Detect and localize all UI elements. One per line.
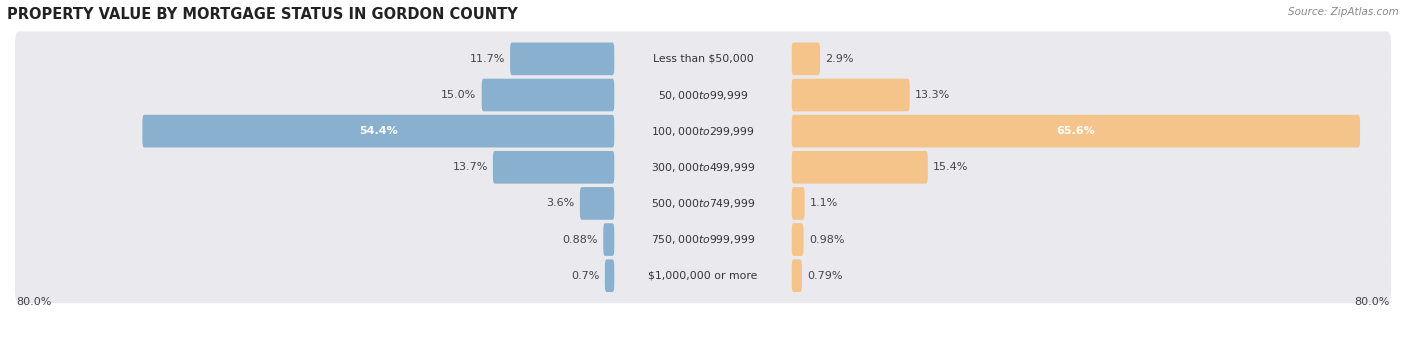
Text: Source: ZipAtlas.com: Source: ZipAtlas.com bbox=[1288, 7, 1399, 17]
FancyBboxPatch shape bbox=[15, 31, 1391, 86]
Text: 0.79%: 0.79% bbox=[807, 271, 842, 281]
Text: $100,000 to $299,999: $100,000 to $299,999 bbox=[651, 125, 755, 138]
Text: $1,000,000 or more: $1,000,000 or more bbox=[648, 271, 758, 281]
Text: $750,000 to $999,999: $750,000 to $999,999 bbox=[651, 233, 755, 246]
Text: 15.4%: 15.4% bbox=[934, 162, 969, 172]
FancyBboxPatch shape bbox=[15, 140, 1391, 195]
Text: 0.98%: 0.98% bbox=[808, 235, 844, 244]
FancyBboxPatch shape bbox=[792, 151, 928, 184]
Text: 0.88%: 0.88% bbox=[562, 235, 598, 244]
Text: 80.0%: 80.0% bbox=[17, 297, 52, 307]
FancyBboxPatch shape bbox=[482, 79, 614, 111]
FancyBboxPatch shape bbox=[792, 115, 1360, 148]
Text: $50,000 to $99,999: $50,000 to $99,999 bbox=[658, 88, 748, 102]
Text: 54.4%: 54.4% bbox=[359, 126, 398, 136]
FancyBboxPatch shape bbox=[792, 259, 801, 292]
Text: $300,000 to $499,999: $300,000 to $499,999 bbox=[651, 161, 755, 174]
Text: 65.6%: 65.6% bbox=[1056, 126, 1095, 136]
Text: 3.6%: 3.6% bbox=[547, 199, 575, 208]
Text: 80.0%: 80.0% bbox=[1354, 297, 1389, 307]
Text: 15.0%: 15.0% bbox=[441, 90, 477, 100]
FancyBboxPatch shape bbox=[15, 212, 1391, 267]
Text: $500,000 to $749,999: $500,000 to $749,999 bbox=[651, 197, 755, 210]
FancyBboxPatch shape bbox=[15, 248, 1391, 303]
FancyBboxPatch shape bbox=[605, 259, 614, 292]
FancyBboxPatch shape bbox=[510, 42, 614, 75]
FancyBboxPatch shape bbox=[15, 104, 1391, 159]
Text: 13.3%: 13.3% bbox=[915, 90, 950, 100]
Text: PROPERTY VALUE BY MORTGAGE STATUS IN GORDON COUNTY: PROPERTY VALUE BY MORTGAGE STATUS IN GOR… bbox=[7, 7, 517, 22]
FancyBboxPatch shape bbox=[792, 42, 820, 75]
Text: 13.7%: 13.7% bbox=[453, 162, 488, 172]
FancyBboxPatch shape bbox=[579, 187, 614, 220]
FancyBboxPatch shape bbox=[142, 115, 614, 148]
FancyBboxPatch shape bbox=[792, 79, 910, 111]
Text: Less than $50,000: Less than $50,000 bbox=[652, 54, 754, 64]
FancyBboxPatch shape bbox=[792, 223, 804, 256]
FancyBboxPatch shape bbox=[15, 68, 1391, 122]
FancyBboxPatch shape bbox=[792, 187, 804, 220]
FancyBboxPatch shape bbox=[494, 151, 614, 184]
Text: 11.7%: 11.7% bbox=[470, 54, 505, 64]
Text: 0.7%: 0.7% bbox=[571, 271, 599, 281]
Text: 1.1%: 1.1% bbox=[810, 199, 838, 208]
Text: 2.9%: 2.9% bbox=[825, 54, 853, 64]
FancyBboxPatch shape bbox=[15, 176, 1391, 231]
FancyBboxPatch shape bbox=[603, 223, 614, 256]
